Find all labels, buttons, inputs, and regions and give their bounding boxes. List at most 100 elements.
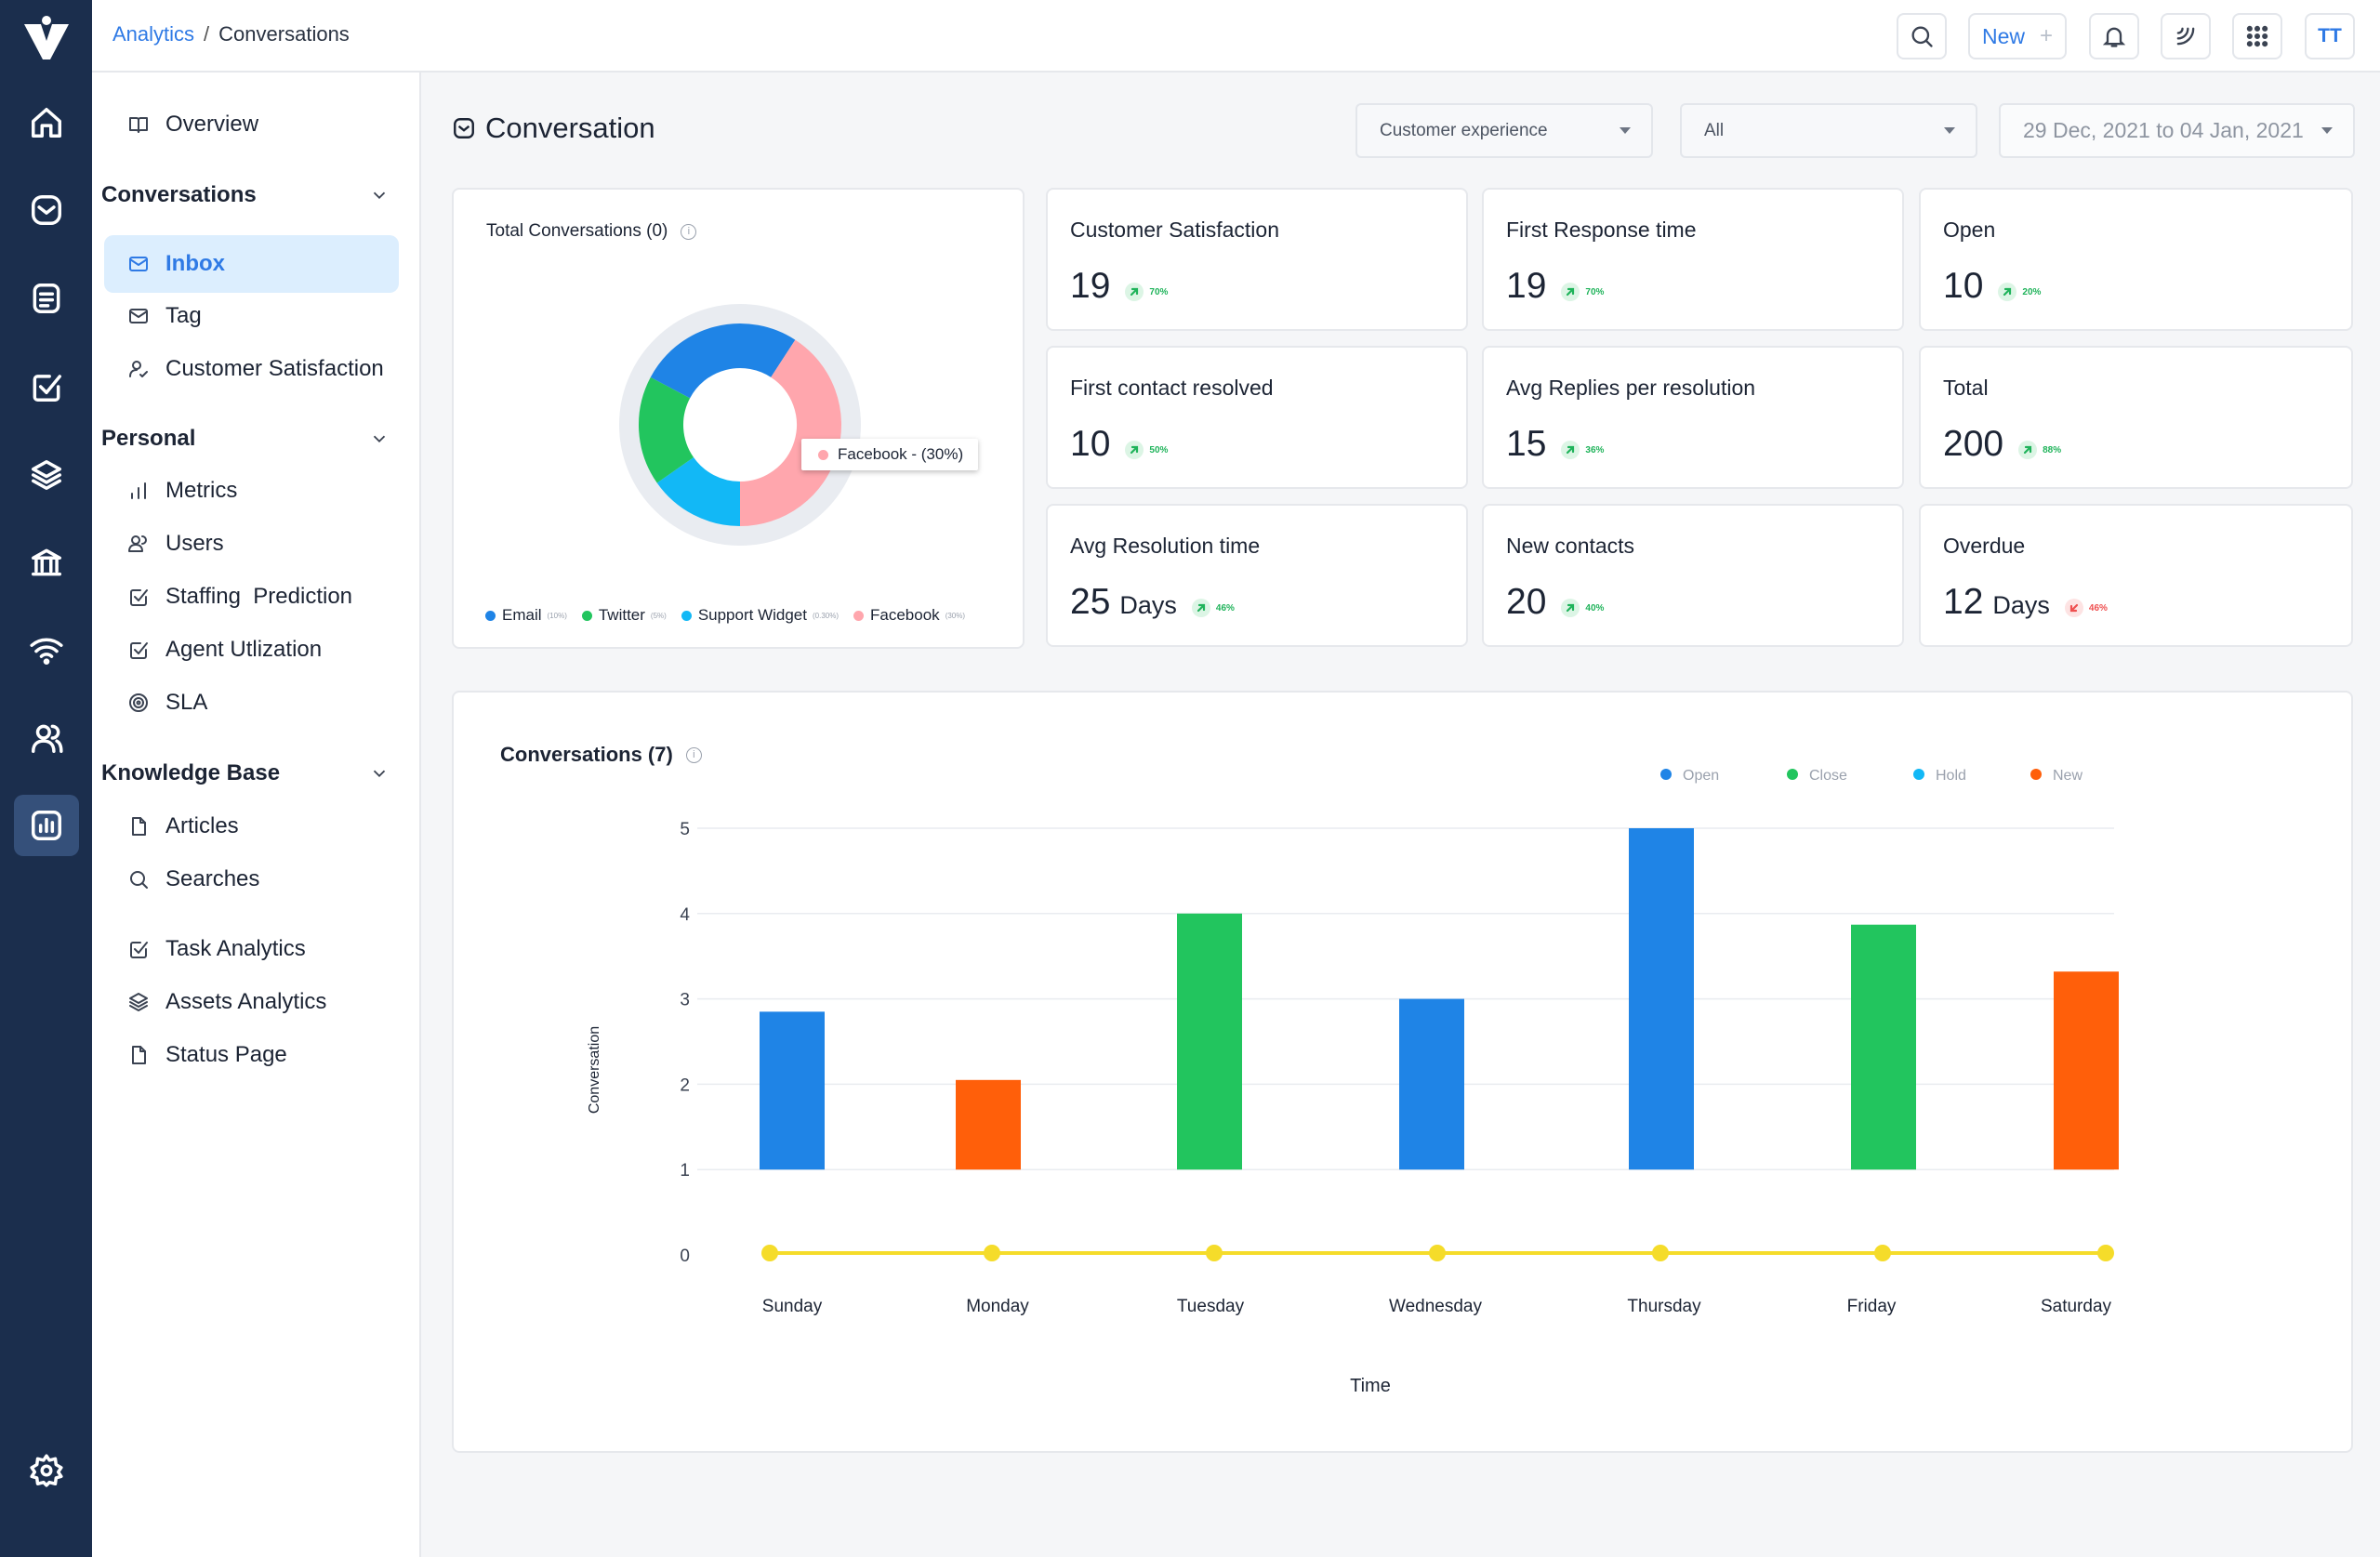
mail-icon (129, 257, 148, 271)
sidebar-item-inbox[interactable]: Inbox (127, 244, 225, 284)
legend-item-twitter: Twitter (5%) (581, 606, 667, 625)
section-knowledge-base-header[interactable]: Knowledge Base (101, 755, 390, 792)
line-point[interactable] (1429, 1245, 1446, 1261)
scope-dropdown[interactable]: All (1680, 103, 1977, 158)
line-point[interactable] (1206, 1245, 1223, 1261)
bar-monday[interactable] (956, 1079, 1021, 1170)
stat-card-total: Total 200 88% (1919, 346, 2353, 489)
sidebar-item-users[interactable]: Users (127, 523, 224, 564)
sidebar-item-sla[interactable]: SLA (127, 682, 207, 723)
bar-wednesday[interactable] (1399, 998, 1464, 1170)
notifications-button[interactable] (2089, 13, 2139, 59)
bar-friday[interactable] (1851, 924, 1916, 1170)
stat-label: First contact resolved (1070, 376, 1274, 400)
breadcrumb-analytics-link[interactable]: Analytics (112, 22, 195, 46)
line-point[interactable] (761, 1245, 778, 1261)
sidebar-item-label: Customer Satisfaction (165, 356, 384, 381)
sidebar-item-staffing-prediction[interactable]: Staffing Prediction (127, 576, 352, 617)
x-tick-label: Friday (1847, 1297, 1897, 1316)
sidebar-item-status-page[interactable]: Status Page (127, 1035, 287, 1075)
legend-label: Twitter (598, 606, 645, 624)
arrow-up-right-icon (1125, 441, 1144, 459)
sidebar-item-metrics[interactable]: Metrics (127, 470, 237, 511)
trend-badge: 46% (1191, 599, 1235, 617)
check-square-icon (130, 642, 148, 659)
sidebar-item-agent-utilization[interactable]: Agent Utlization (127, 629, 322, 670)
arrow-up-right-icon (1998, 283, 2017, 301)
sidebar-item-customer-satisfaction[interactable]: Customer Satisfaction (127, 349, 384, 389)
target-icon (129, 693, 148, 712)
sidebar-item-searches[interactable]: Searches (127, 859, 259, 900)
sidebar-item-overview[interactable]: Overview (127, 104, 258, 145)
category-dropdown[interactable]: Customer experience (1355, 103, 1653, 158)
stat-card-open: Open 10 20% (1919, 188, 2353, 331)
bar-saturday[interactable] (2054, 971, 2119, 1170)
donut-segment-twitter[interactable] (639, 376, 694, 483)
trend-value: 36% (1585, 444, 1605, 455)
trend-badge: 50% (1125, 441, 1168, 459)
analytics-sidebar: Overview Conversations Inbox Tag Custome… (92, 73, 421, 1557)
wifi-icon[interactable] (20, 624, 73, 676)
bar-thursday[interactable] (1629, 828, 1694, 1170)
stat-label: Avg Replies per resolution (1506, 376, 1756, 400)
x-tick-label: Thursday (1627, 1297, 1701, 1316)
broadcast-button[interactable] (2161, 13, 2211, 59)
date-range-picker[interactable]: 29 Dec, 2021 to 04 Jan, 2021 (1999, 103, 2355, 158)
stat-value: 12 (1943, 582, 1984, 622)
line-point[interactable] (2097, 1245, 2114, 1261)
page-title: Conversation (452, 112, 655, 145)
dropdown-value: Customer experience (1380, 120, 1548, 140)
trend-badge: 46% (2064, 599, 2108, 617)
sidebar-item-label: SLA (165, 690, 208, 715)
donut-segment-support-widget[interactable] (656, 456, 741, 526)
search-button[interactable] (1897, 13, 1947, 59)
legend-label-hold[interactable]: Hold (1936, 768, 1966, 784)
apps-grid-button[interactable] (2232, 13, 2282, 59)
stat-value-row: 10 50% (1070, 424, 1168, 465)
bar-tuesday[interactable] (1177, 913, 1242, 1170)
trend-value: 70% (1585, 286, 1605, 297)
donut-segment-facebook[interactable] (739, 339, 841, 526)
stat-value-row: 19 70% (1070, 266, 1168, 307)
donut-segment-email[interactable] (650, 323, 796, 400)
analytics-icon[interactable] (14, 795, 79, 856)
line-point[interactable] (1874, 1245, 1891, 1261)
donut-chart (619, 304, 861, 546)
app-logo[interactable] (20, 13, 73, 65)
layers-icon (129, 993, 148, 1011)
document-icon[interactable] (20, 272, 73, 324)
layers-icon[interactable] (20, 449, 73, 501)
caret-down-icon (1944, 127, 1955, 134)
section-conversations-header[interactable]: Conversations (101, 177, 390, 214)
mail-icon (129, 309, 148, 323)
info-icon[interactable]: i (685, 746, 702, 763)
legend-item-email: Email (10%) (485, 606, 567, 625)
bank-icon[interactable] (20, 536, 73, 588)
line-point[interactable] (984, 1245, 1000, 1261)
task-check-icon[interactable] (20, 361, 73, 413)
settings-icon[interactable] (20, 1445, 73, 1497)
legend-label-close[interactable]: Close (1809, 768, 1847, 784)
bar-sunday[interactable] (760, 1011, 825, 1170)
chevron-down-icon (373, 435, 386, 443)
section-personal-header[interactable]: Personal (101, 420, 390, 457)
legend-label-new[interactable]: New (2053, 768, 2082, 784)
sidebar-item-label: Agent Utlization (165, 637, 323, 662)
line-point[interactable] (1652, 1245, 1669, 1261)
sidebar-item-assets-analytics[interactable]: Assets Analytics (127, 982, 326, 1023)
user-avatar[interactable]: TT (2305, 13, 2355, 59)
new-button[interactable]: New + (1968, 13, 2067, 59)
trend-badge: 70% (1125, 283, 1168, 301)
arrow-down-left-icon (2064, 599, 2083, 617)
contacts-icon[interactable] (20, 712, 73, 764)
home-icon[interactable] (20, 97, 73, 149)
legend-label-open[interactable]: Open (1683, 768, 1719, 784)
inbox-icon[interactable] (20, 184, 73, 236)
sidebar-item-articles[interactable]: Articles (127, 806, 239, 847)
arrow-up-right-icon (1561, 283, 1580, 301)
file-icon (132, 1046, 146, 1064)
sidebar-item-tag[interactable]: Tag (127, 296, 202, 336)
sidebar-item-task-analytics[interactable]: Task Analytics (127, 929, 306, 970)
info-icon[interactable]: i (681, 223, 697, 240)
bell-icon (2102, 27, 2126, 47)
